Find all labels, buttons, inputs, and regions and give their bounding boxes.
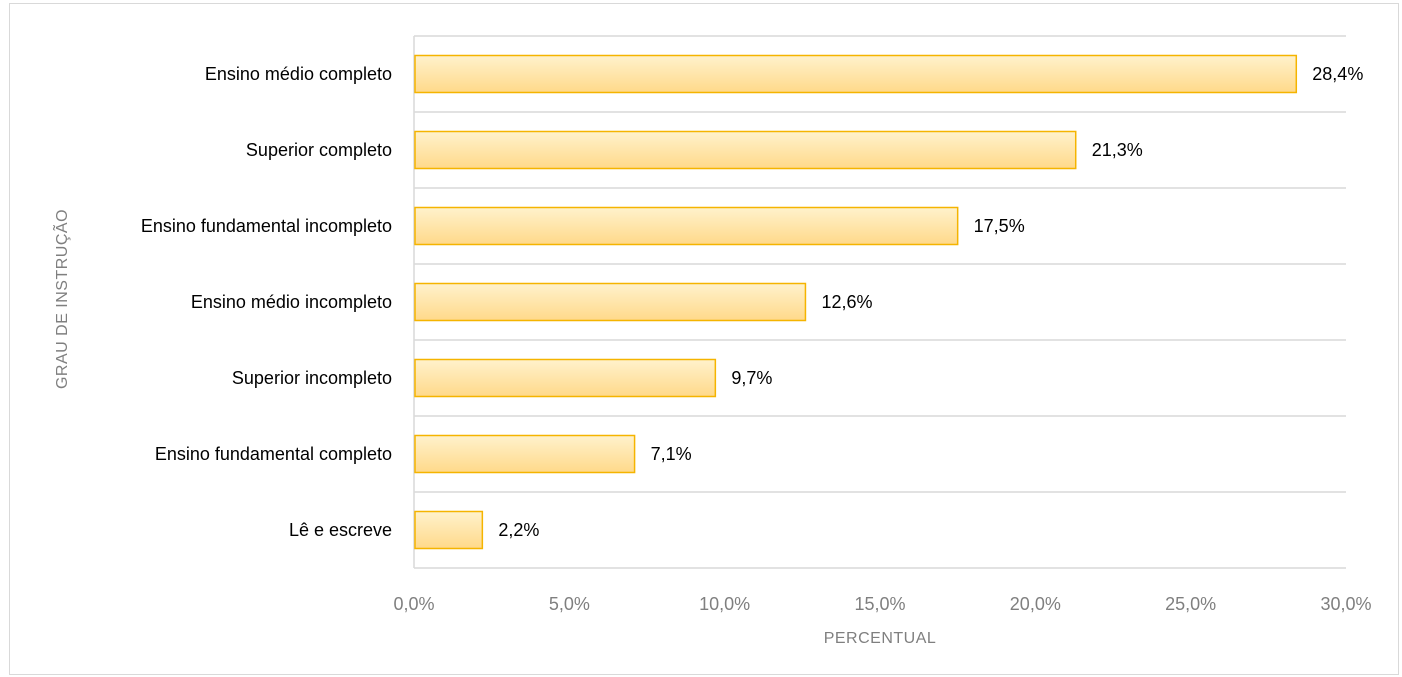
data-label: 17,5% [974,216,1025,236]
x-tick-label: 10,0% [699,594,750,614]
category-label: Superior completo [246,140,392,160]
category-label: Ensino fundamental completo [155,444,392,464]
bar [414,358,717,398]
bar [414,54,1298,94]
x-tick-label: 5,0% [549,594,590,614]
bar [414,130,1077,170]
data-label: 28,4% [1312,64,1363,84]
x-tick-labels: 0,0% 5,0% 10,0% 15,0% 20,0% 25,0% 30,0% [393,594,1371,614]
x-tick-label: 30,0% [1320,594,1371,614]
data-label: 12,6% [821,292,872,312]
bar [414,510,484,550]
x-tick-label: 25,0% [1165,594,1216,614]
y-axis-title: GRAU DE INSTRUÇÃO [51,209,71,389]
x-tick-label: 15,0% [854,594,905,614]
x-axis-title: PERCENTUAL [824,630,937,647]
data-label: 7,1% [651,444,692,464]
bars [414,54,1298,550]
category-label: Ensino fundamental incompleto [141,216,392,236]
category-label: Ensino médio incompleto [191,292,392,312]
chart-frame [9,3,1399,675]
bar [414,434,636,474]
x-tick-label: 20,0% [1010,594,1061,614]
x-tick-label: 0,0% [393,594,434,614]
data-label: 2,2% [498,520,539,540]
data-labels: 28,4% 21,3% 17,5% 12,6% 9,7% 7,1% 2,2% [498,64,1363,540]
grid-lines [413,35,1346,569]
category-label: Ensino médio completo [205,64,392,84]
data-label: 9,7% [731,368,772,388]
category-label: Superior incompleto [232,368,392,388]
category-labels: Ensino médio completo Superior completo En… [141,64,392,540]
data-label: 21,3% [1092,140,1143,160]
category-label: Lê e escreve [289,520,392,540]
bar [414,206,959,246]
bar [414,282,807,322]
